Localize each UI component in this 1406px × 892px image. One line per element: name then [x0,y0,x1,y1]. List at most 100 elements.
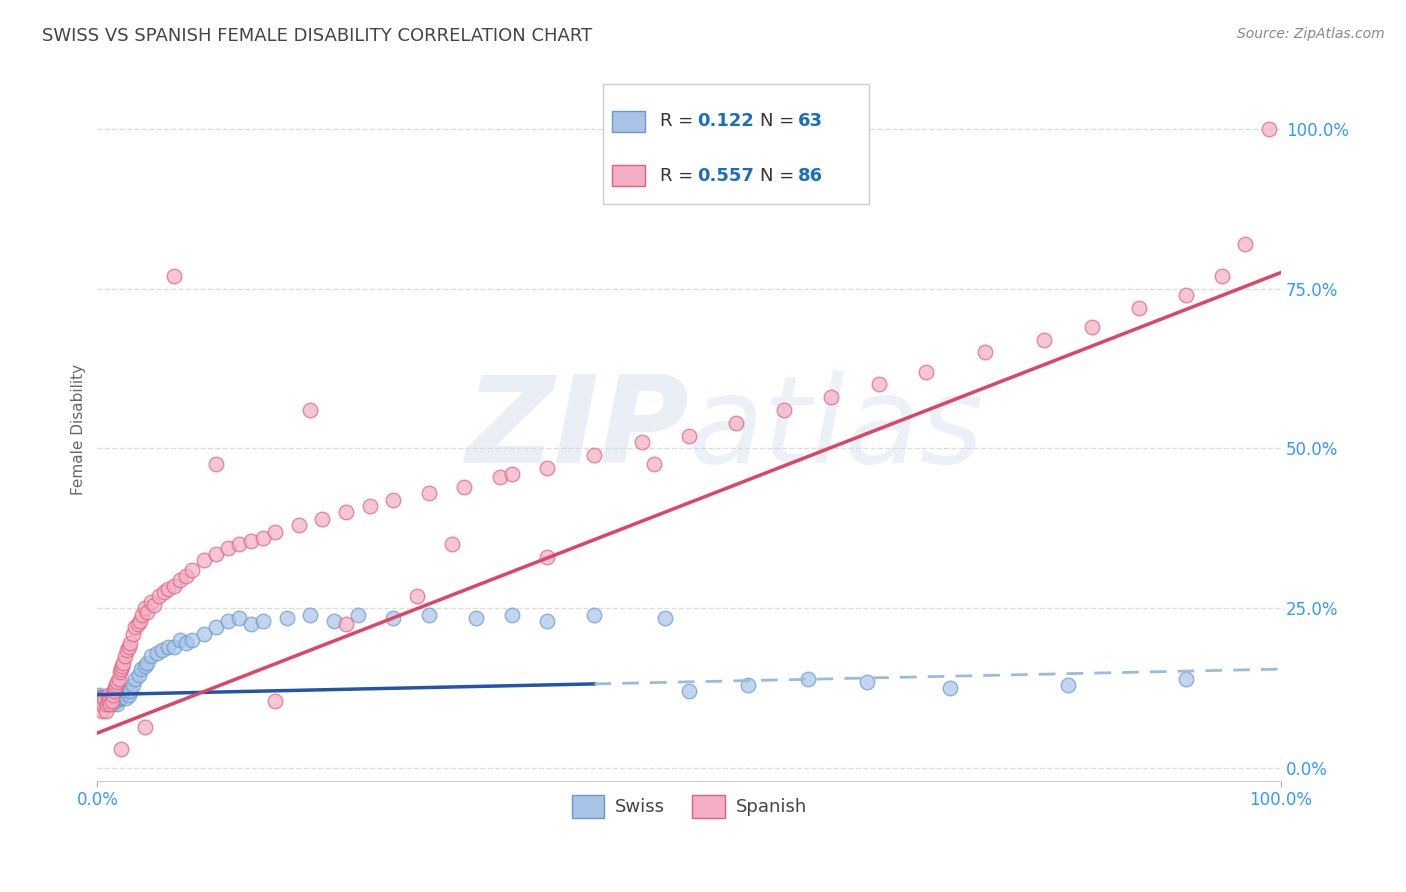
Point [105,688,128,702]
Point [96,698,118,712]
Legend: Swiss, Spanish: Swiss, Spanish [564,789,814,825]
Point [174,569,197,583]
Point [181,563,204,577]
Point [418,486,440,500]
Point [120,684,142,698]
Text: SWISS VS SPANISH FEMALE DISABILITY CORRELATION CHART: SWISS VS SPANISH FEMALE DISABILITY CORRE… [42,27,592,45]
Point [89,690,111,704]
Point [98,692,121,706]
Point [536,550,558,565]
Point [139,649,162,664]
Point [1033,333,1056,347]
Point [98,694,121,708]
Point [129,662,152,676]
Point [1128,301,1150,315]
Point [157,640,180,654]
Point [323,614,346,628]
Text: 0.557: 0.557 [697,167,754,185]
Point [169,633,191,648]
Point [772,403,794,417]
Point [96,690,118,704]
Point [643,458,665,472]
Point [169,573,191,587]
Point [163,640,186,654]
FancyBboxPatch shape [603,85,869,204]
Point [93,690,115,705]
Point [112,686,135,700]
Point [1234,236,1257,251]
Point [737,678,759,692]
Point [89,698,111,712]
Point [91,694,114,708]
Text: Source: ZipAtlas.com: Source: ZipAtlas.com [1237,27,1385,41]
Point [90,690,112,705]
Point [1211,268,1233,283]
Point [163,579,186,593]
Point [855,674,877,689]
Point [346,607,368,622]
Point [157,582,180,596]
Point [134,720,156,734]
Point [193,627,215,641]
Text: atlas: atlas [689,371,984,488]
Point [87,690,110,705]
Point [103,692,125,706]
Point [100,690,122,705]
Point [143,598,166,612]
Text: N =: N = [761,112,800,130]
Point [101,688,124,702]
Point [87,688,110,702]
Point [1258,121,1281,136]
Point [101,698,124,712]
Point [868,377,890,392]
Point [104,694,127,708]
Point [276,611,298,625]
Point [678,428,700,442]
Text: 86: 86 [799,167,823,185]
Point [382,492,405,507]
Point [1057,678,1080,692]
Point [264,524,287,539]
Text: ZIP: ZIP [465,371,689,488]
Point [488,470,510,484]
Point [1080,319,1102,334]
Point [299,607,322,622]
Point [112,656,135,670]
Point [174,636,197,650]
Point [129,614,152,628]
Point [228,537,250,551]
Point [118,688,141,702]
Point [181,633,204,648]
Point [915,365,938,379]
Point [299,403,322,417]
Point [93,690,115,705]
Point [108,665,131,680]
Point [139,595,162,609]
Point [1175,288,1198,302]
Point [418,607,440,622]
Point [406,589,429,603]
Point [441,537,464,551]
Point [264,694,287,708]
Point [240,534,263,549]
Point [382,611,405,625]
Point [204,547,226,561]
Point [98,698,121,712]
Point [1175,672,1198,686]
Point [98,694,121,708]
Point [114,690,136,705]
Point [134,658,156,673]
Text: R =: R = [659,112,699,130]
Point [97,698,120,712]
Point [501,467,523,481]
Point [583,607,606,622]
Point [115,684,138,698]
Point [111,658,134,673]
Point [107,674,129,689]
Point [124,672,146,686]
Point [335,617,357,632]
Point [127,617,149,632]
Point [103,684,125,698]
Point [536,614,558,628]
Point [110,662,132,676]
